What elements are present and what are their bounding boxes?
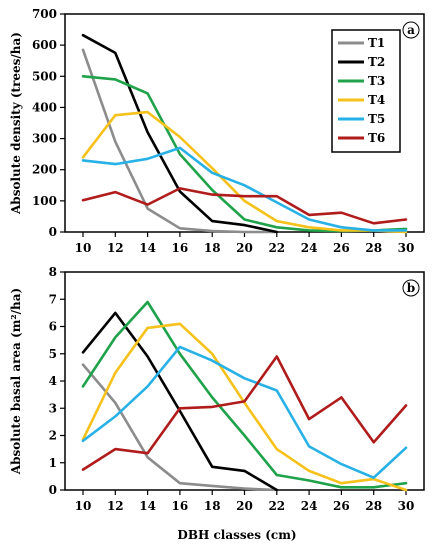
legend-label-t6: T6 xyxy=(368,131,385,145)
x-tick-label: 24 xyxy=(301,499,318,513)
series-line-t4 xyxy=(81,110,408,234)
legend-label-t2: T2 xyxy=(368,55,385,69)
y-tick-label: 8 xyxy=(49,265,57,279)
series-line-t2 xyxy=(81,33,279,234)
y-tick-label: 500 xyxy=(32,69,57,83)
y-tick-label: 400 xyxy=(32,100,57,114)
x-tick-label: 18 xyxy=(204,499,221,513)
x-tick-label: 14 xyxy=(139,241,156,255)
x-tick-label: 26 xyxy=(333,499,350,513)
panel-label: a xyxy=(407,23,415,37)
x-tick-label: 28 xyxy=(365,499,382,513)
series-line-t5 xyxy=(81,345,408,480)
panel-label: b xyxy=(407,281,415,295)
y-tick-label: 5 xyxy=(49,347,57,361)
legend-label-t4: T4 xyxy=(368,93,385,107)
series-line-t1 xyxy=(81,48,279,234)
y-tick-label: 2 xyxy=(49,429,57,443)
x-tick-label: 20 xyxy=(236,241,253,255)
y-tick-label: 7 xyxy=(49,292,57,306)
legend: T1 T2 T3 T4 T5 T6 xyxy=(331,29,401,153)
series-line-t1 xyxy=(81,363,279,492)
legend-box xyxy=(331,29,401,153)
x-tick-label: 16 xyxy=(172,241,189,255)
x-tick-label: 12 xyxy=(107,499,124,513)
series-line-t6 xyxy=(81,187,408,225)
y-tick-label: 3 xyxy=(49,401,57,415)
legend-label-t3: T3 xyxy=(368,74,385,88)
x-tick-label: 10 xyxy=(75,241,92,255)
y-tick-label: 1 xyxy=(49,456,57,470)
panel-label-circle xyxy=(402,279,420,297)
x-tick-label: 12 xyxy=(107,241,124,255)
y-tick-label: 100 xyxy=(32,194,57,208)
x-tick-label: 10 xyxy=(75,499,92,513)
x-tick-label: 22 xyxy=(268,241,285,255)
plot-frame xyxy=(64,271,425,491)
y-tick-label: 6 xyxy=(49,320,57,334)
x-tick-label: 18 xyxy=(204,241,221,255)
series-line-t5 xyxy=(81,146,408,232)
y-tick-label: 300 xyxy=(32,132,57,146)
x-tick-label: 30 xyxy=(398,499,415,513)
x-tick-label: 30 xyxy=(398,241,415,255)
y-tick-label: 600 xyxy=(32,38,57,52)
legend-label-t1: T1 xyxy=(368,36,385,50)
series-line-t2 xyxy=(81,311,279,492)
y-tick-label: 0 xyxy=(49,225,57,239)
series-line-t3 xyxy=(81,300,408,489)
x-tick-label: 20 xyxy=(236,499,253,513)
y-tick-label: 700 xyxy=(32,7,57,21)
x-tick-label: 24 xyxy=(301,241,318,255)
series-line-t4 xyxy=(81,322,408,492)
x-tick-label: 22 xyxy=(268,499,285,513)
x-tick-label: 14 xyxy=(139,499,156,513)
series-line-t6 xyxy=(81,355,408,471)
y-tick-label: 200 xyxy=(32,163,57,177)
panel-label-circle xyxy=(402,21,420,39)
x-tick-label: 28 xyxy=(365,241,382,255)
legend-label-t5: T5 xyxy=(368,112,385,126)
x-tick-label: 16 xyxy=(172,499,189,513)
y-axis-label: Absolute basal area (m²/ha) xyxy=(9,288,23,475)
x-axis-label: DBH classes (cm) xyxy=(177,528,296,542)
panel-a-density-chart: 0 100 200 300 400 500 600 700 10 12 14 16 18 20 22 24 26… xyxy=(9,7,425,255)
y-tick-label: 0 xyxy=(49,483,57,497)
x-tick-label: 26 xyxy=(333,241,350,255)
y-axis-label: Absolute density (trees/ha) xyxy=(9,32,23,215)
y-tick-label: 4 xyxy=(49,374,57,388)
